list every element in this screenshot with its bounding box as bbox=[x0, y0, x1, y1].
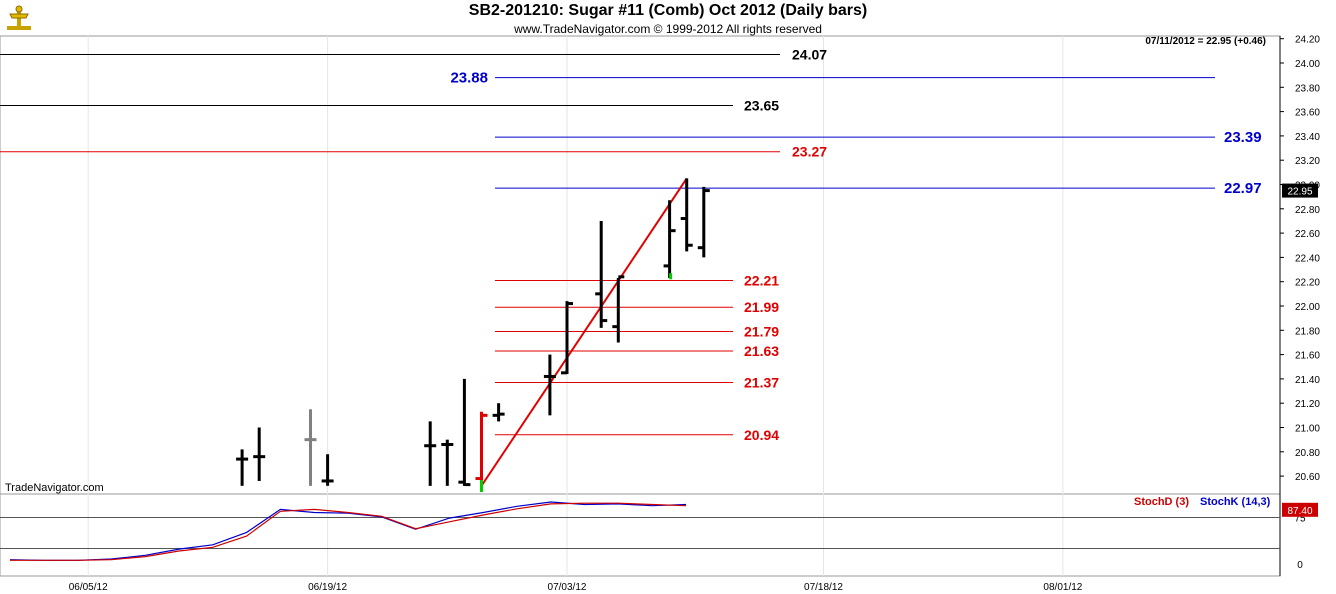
stoch-d-legend: StochD (3) bbox=[1134, 496, 1189, 508]
trendline bbox=[480, 177, 688, 487]
stoch-panel-frame bbox=[0, 493, 1281, 577]
y-tick-label: 21.60 bbox=[1295, 351, 1320, 362]
y-tick-label: 22.60 bbox=[1295, 229, 1320, 240]
level-label: 22.21 bbox=[744, 272, 779, 288]
current-price-tag bbox=[1282, 183, 1318, 198]
level-label: 23.27 bbox=[792, 144, 827, 160]
y-tick-label: 23.20 bbox=[1295, 156, 1320, 167]
level-label: 20.94 bbox=[744, 427, 779, 443]
stoch-value-tag bbox=[1282, 502, 1318, 517]
tradenavigator-logo-icon bbox=[4, 4, 34, 34]
stoch-k-legend: StochK (14,3) bbox=[1200, 496, 1271, 508]
y-tick-label: 20.60 bbox=[1295, 472, 1320, 483]
y-tick-label: 22.40 bbox=[1295, 253, 1320, 264]
level-label: 21.79 bbox=[744, 324, 779, 340]
stoch-series-line bbox=[9, 501, 687, 561]
x-tick-label: 06/19/12 bbox=[308, 582, 347, 593]
level-label: 24.07 bbox=[792, 46, 827, 62]
x-tick-label: 07/03/12 bbox=[548, 582, 587, 593]
y-tick-label: 22.00 bbox=[1295, 302, 1320, 313]
y-tick-label: 23.80 bbox=[1295, 83, 1320, 94]
y-tick-label: 22.20 bbox=[1295, 278, 1320, 289]
level-label: 23.39 bbox=[1224, 129, 1262, 146]
stoch-value-label: 87.40 bbox=[1287, 506, 1312, 517]
y-tick-label: 23.40 bbox=[1295, 132, 1320, 143]
stoch-series-line bbox=[10, 502, 687, 561]
y-tick-label: 24.00 bbox=[1295, 59, 1320, 70]
chart-subtitle: www.TradeNavigator.com © 1999-2012 All r… bbox=[514, 22, 822, 36]
stoch-y-tick-label: 0 bbox=[1297, 560, 1303, 571]
level-label: 21.37 bbox=[744, 375, 779, 391]
level-label: 21.63 bbox=[744, 343, 779, 359]
y-tick-label: 24.20 bbox=[1295, 35, 1320, 46]
y-tick-label: 23.60 bbox=[1295, 108, 1320, 119]
x-tick-label: 07/18/12 bbox=[804, 582, 843, 593]
stoch-y-tick-label: 75 bbox=[1294, 514, 1306, 525]
watermark: TradeNavigator.com bbox=[5, 482, 104, 494]
price-panel-frame bbox=[0, 35, 1281, 495]
last-quote: 07/11/2012 = 22.95 (+0.46) bbox=[1145, 36, 1266, 47]
level-label: 21.99 bbox=[744, 299, 779, 315]
y-tick-label: 21.80 bbox=[1295, 326, 1320, 337]
y-tick-label: 20.80 bbox=[1295, 448, 1320, 459]
y-tick-label: 21.20 bbox=[1295, 399, 1320, 410]
x-tick-label: 08/01/12 bbox=[1043, 582, 1082, 593]
level-label: 23.88 bbox=[450, 70, 488, 87]
chart-title: SB2-201210: Sugar #11 (Comb) Oct 2012 (D… bbox=[468, 2, 868, 19]
y-tick-label: 22.80 bbox=[1295, 205, 1320, 216]
y-tick-label: 21.00 bbox=[1295, 424, 1320, 435]
y-tick-label: 21.40 bbox=[1295, 375, 1320, 386]
current-price-label: 22.95 bbox=[1287, 187, 1312, 198]
level-label: 22.97 bbox=[1224, 180, 1262, 197]
x-tick-label: 06/05/12 bbox=[69, 582, 108, 593]
level-label: 23.65 bbox=[744, 98, 779, 114]
